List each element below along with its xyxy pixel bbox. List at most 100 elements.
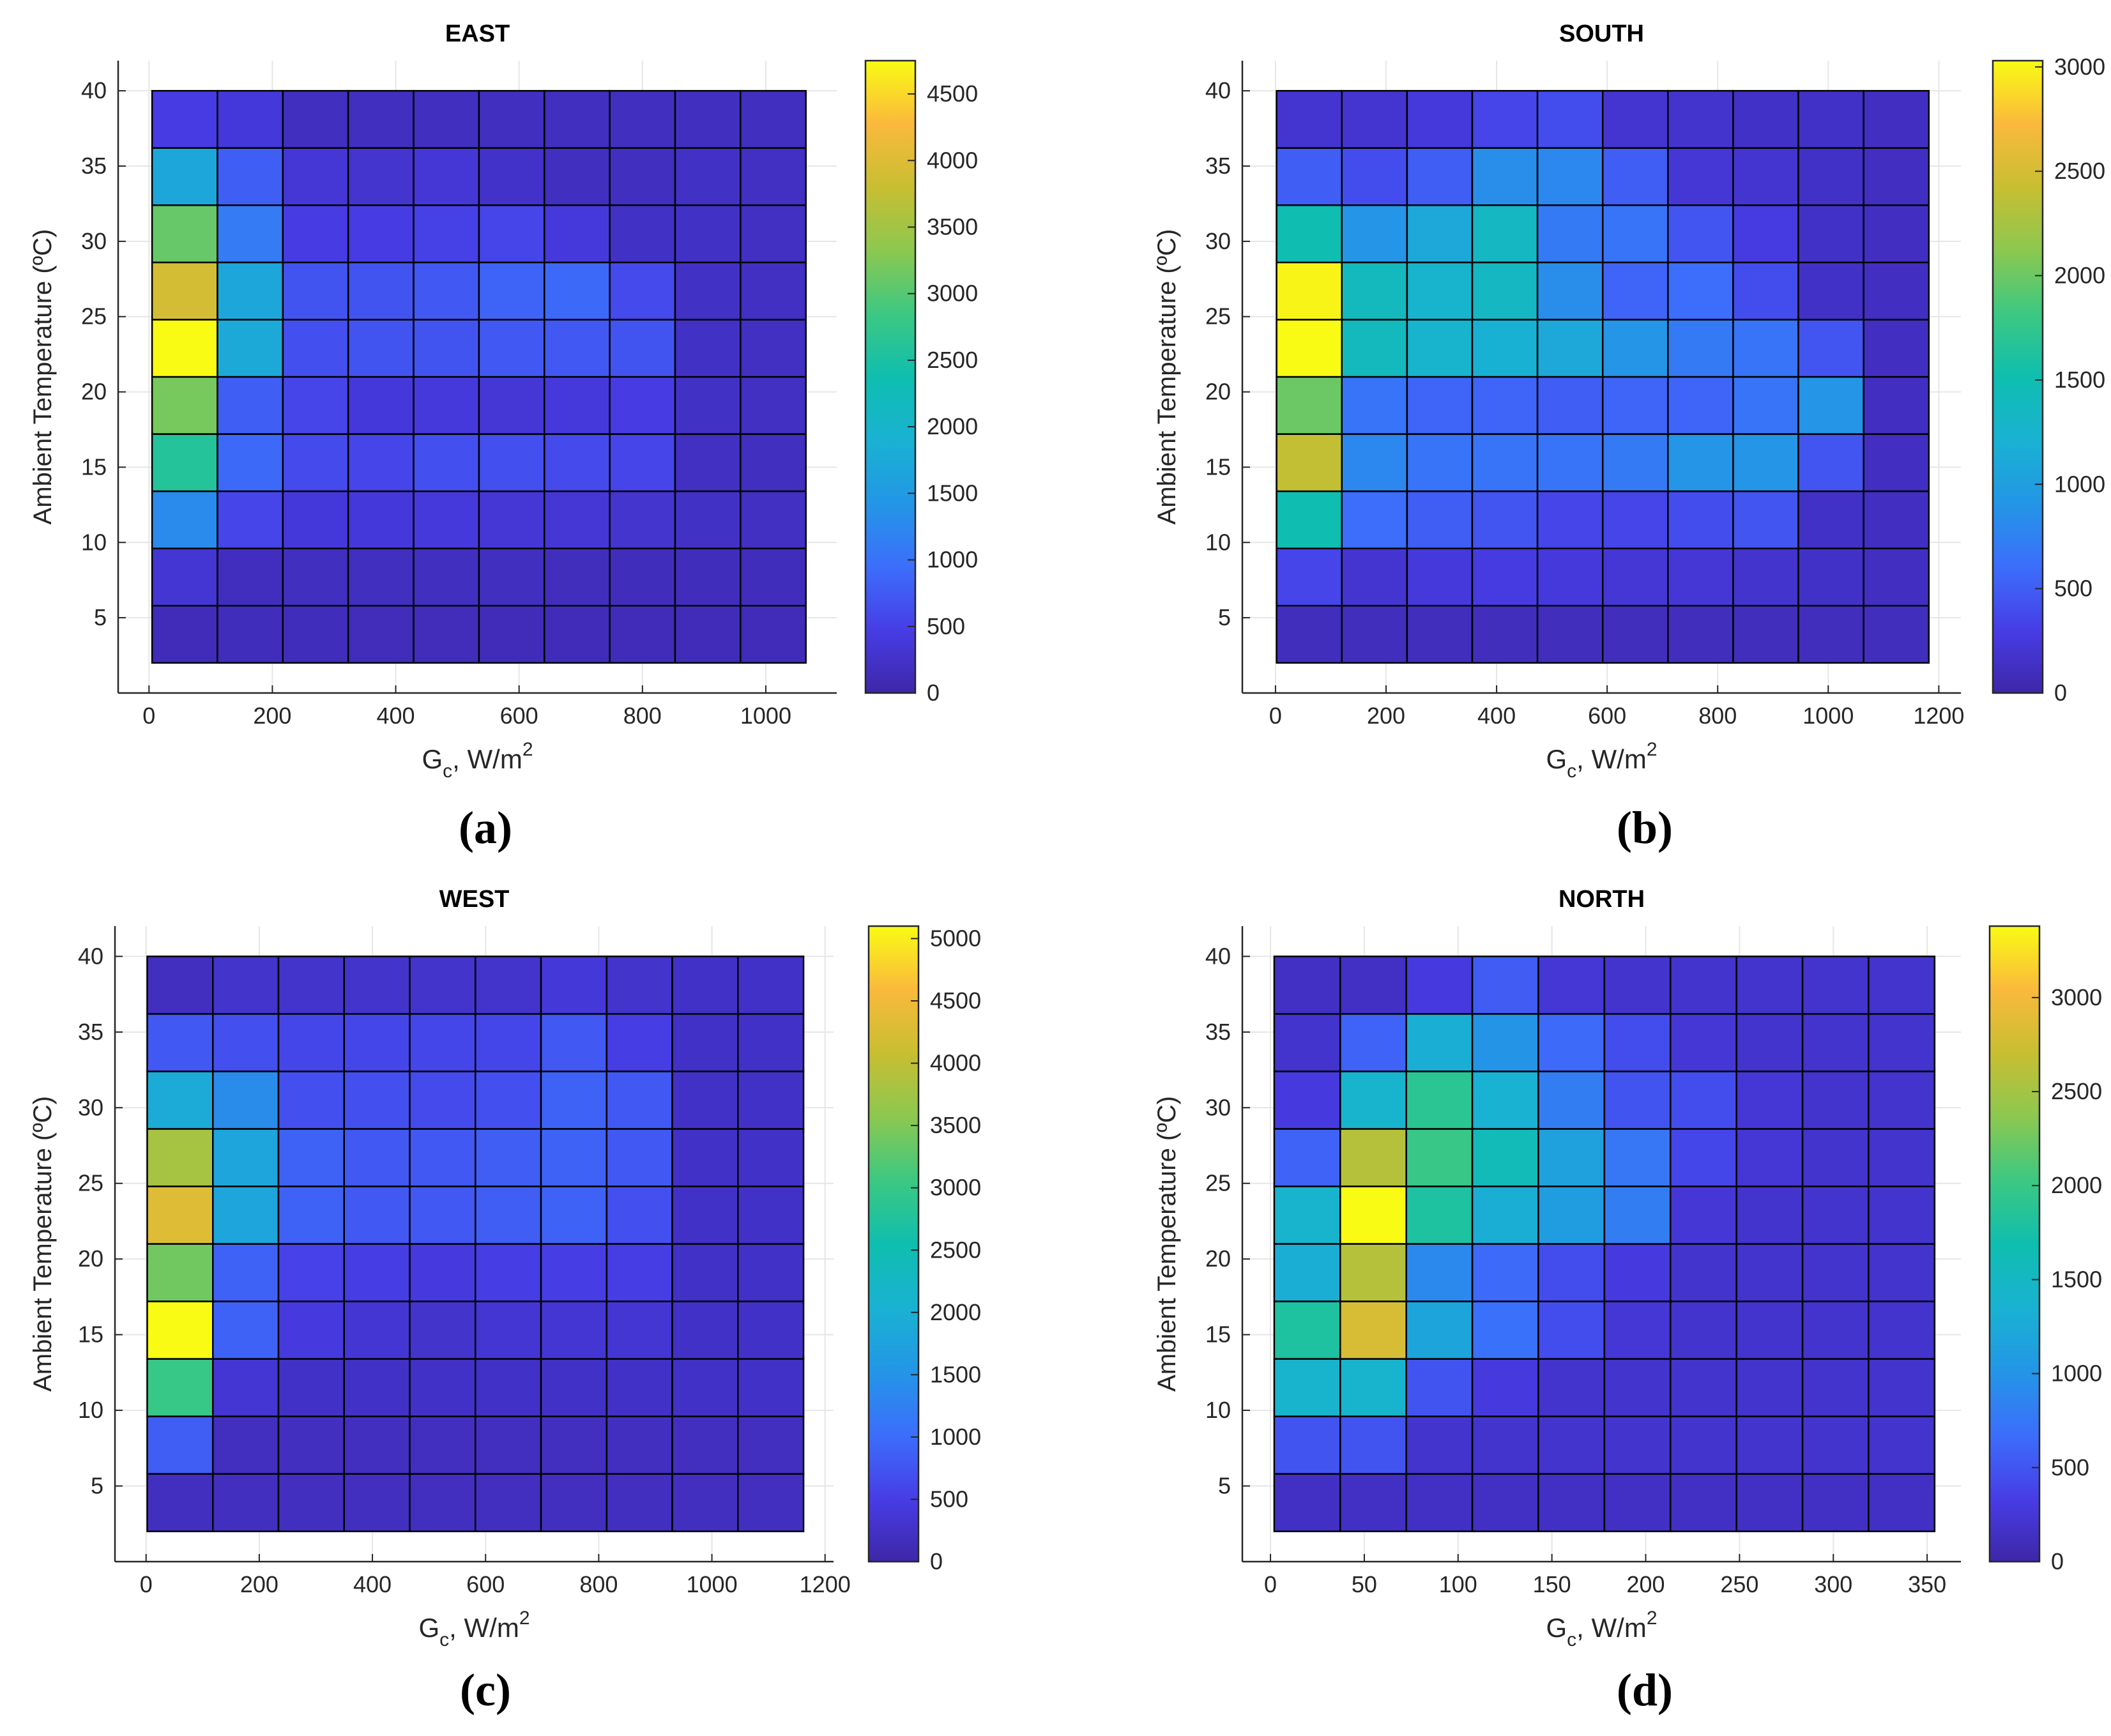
heatmap-cell (282, 204, 349, 264)
x-tick-label: 200 (1367, 703, 1405, 729)
heatmap-cell (671, 1070, 739, 1130)
heatmap-cell (1801, 1013, 1870, 1072)
heatmap-cell (1670, 1013, 1737, 1072)
heatmap-cell (1603, 1358, 1672, 1417)
panel-label-a-text: (a) (459, 802, 512, 853)
heatmap-cell (1735, 1128, 1804, 1187)
heatmap-cell (740, 433, 807, 492)
heatmap-cell (277, 1243, 346, 1302)
heatmap-cell (1603, 1128, 1672, 1187)
y-tick-label: 20 (78, 1245, 103, 1272)
y-tick-label: 25 (1205, 303, 1231, 330)
heatmap-cell (409, 1243, 476, 1302)
heatmap-cell (1667, 490, 1734, 549)
heatmap-cell (1670, 1185, 1737, 1245)
heatmap-cell (1471, 1243, 1539, 1302)
heatmap-cell (211, 1473, 280, 1532)
heatmap-cell (277, 956, 346, 1015)
heatmap-cell (1471, 956, 1539, 1015)
heatmap-cell (217, 261, 284, 321)
heatmap-cell (343, 1185, 411, 1245)
heatmap-cell (1797, 605, 1864, 664)
chart-south: 0 200 400 600 800 1000 1200510152025303540SOUT… (1153, 20, 2105, 782)
heatmap-cell (217, 147, 284, 206)
heatmap-cell (1537, 1128, 1606, 1187)
heatmap-cell (1863, 319, 1930, 378)
heatmap-cell (1863, 89, 1930, 149)
chart-title: NORTH (1558, 886, 1645, 913)
heatmap-cell (146, 1415, 214, 1475)
heatmap-cell (1536, 261, 1604, 321)
heatmap-cell (347, 605, 415, 664)
heatmap-cell (544, 204, 611, 264)
heatmap-cell (1471, 433, 1539, 492)
heatmap-cell (544, 490, 611, 549)
heatmap-cell (211, 1128, 280, 1187)
heatmap-cell (282, 605, 349, 664)
heatmap-cell (343, 1070, 411, 1130)
heatmap-cell (1868, 1243, 1936, 1302)
heatmap-cell (413, 261, 480, 321)
heatmap-cell (282, 490, 349, 549)
heatmap-cell (609, 547, 676, 607)
heatmap-cell (606, 956, 673, 1015)
heatmap-cell (1601, 605, 1669, 664)
heatmap-cell (740, 547, 807, 607)
x-tick-label: 600 (466, 1571, 505, 1597)
heatmap-cell (606, 1300, 673, 1360)
heatmap-cell (413, 319, 480, 378)
heatmap-cell (413, 433, 480, 492)
heatmap-cell (475, 1185, 542, 1245)
heatmap-cell (1732, 261, 1799, 321)
heatmap-cell (343, 1358, 411, 1417)
x-tick-label: 600 (500, 703, 538, 729)
heatmap-cell (343, 956, 411, 1015)
heatmap-cell (413, 376, 480, 435)
chart-north: 0 50 100 150 200 250 300 350510152025303540NORT… (1153, 886, 2102, 1650)
heatmap-cell (1339, 1473, 1407, 1532)
heatmap-cell (217, 204, 284, 264)
heatmap-cell (282, 89, 349, 149)
heatmap-cell (1670, 1358, 1737, 1417)
heatmap-cell (1601, 261, 1669, 321)
heatmap-cell (1670, 1473, 1737, 1532)
heatmap-cell (1537, 1300, 1606, 1360)
heatmap-cell (409, 956, 476, 1015)
heatmap-cell (211, 1358, 280, 1417)
heatmap-cell (1276, 89, 1343, 149)
heatmap-cell (413, 547, 480, 607)
heatmap-cell (478, 547, 545, 607)
heatmap-cell (1341, 605, 1408, 664)
heatmap-cell (674, 147, 742, 206)
heatmap-cell (1536, 89, 1604, 149)
heatmap-cell (211, 1415, 280, 1475)
heatmap-cell (1863, 147, 1930, 206)
heatmap-cell (737, 1300, 805, 1360)
heatmap-cell (1339, 1415, 1407, 1475)
heatmap-cell (277, 1415, 346, 1475)
heatmap-cell (1732, 204, 1799, 264)
colorbar-tick-label: 2000 (930, 1299, 981, 1325)
y-tick-label: 20 (1205, 379, 1231, 405)
heatmap-cell (151, 147, 218, 206)
y-tick-label: 15 (78, 1321, 103, 1348)
x-axis-label-mid: , W/m (449, 1613, 519, 1643)
heatmap-cell (1868, 1185, 1936, 1245)
heatmap-cell (1868, 1358, 1936, 1417)
heatmap-cell (737, 956, 805, 1015)
heatmap-cell (1536, 490, 1604, 549)
heatmap-cell (1471, 1013, 1539, 1072)
heatmap-cell (609, 261, 676, 321)
colorbar-tick-label: 1500 (2054, 367, 2105, 393)
colorbar-tick-label: 3000 (927, 280, 978, 307)
colorbar-tick-label: 1000 (930, 1424, 981, 1450)
heatmap-cell (478, 204, 545, 264)
heatmap-cell (151, 89, 218, 149)
heatmap-cell (609, 204, 676, 264)
heatmap-cell (151, 376, 218, 435)
x-tick-label: 200 (240, 1571, 278, 1597)
x-tick-label: 400 (353, 1571, 392, 1597)
x-tick-label: 1000 (687, 1571, 738, 1597)
x-tick-label: 200 (253, 703, 291, 729)
